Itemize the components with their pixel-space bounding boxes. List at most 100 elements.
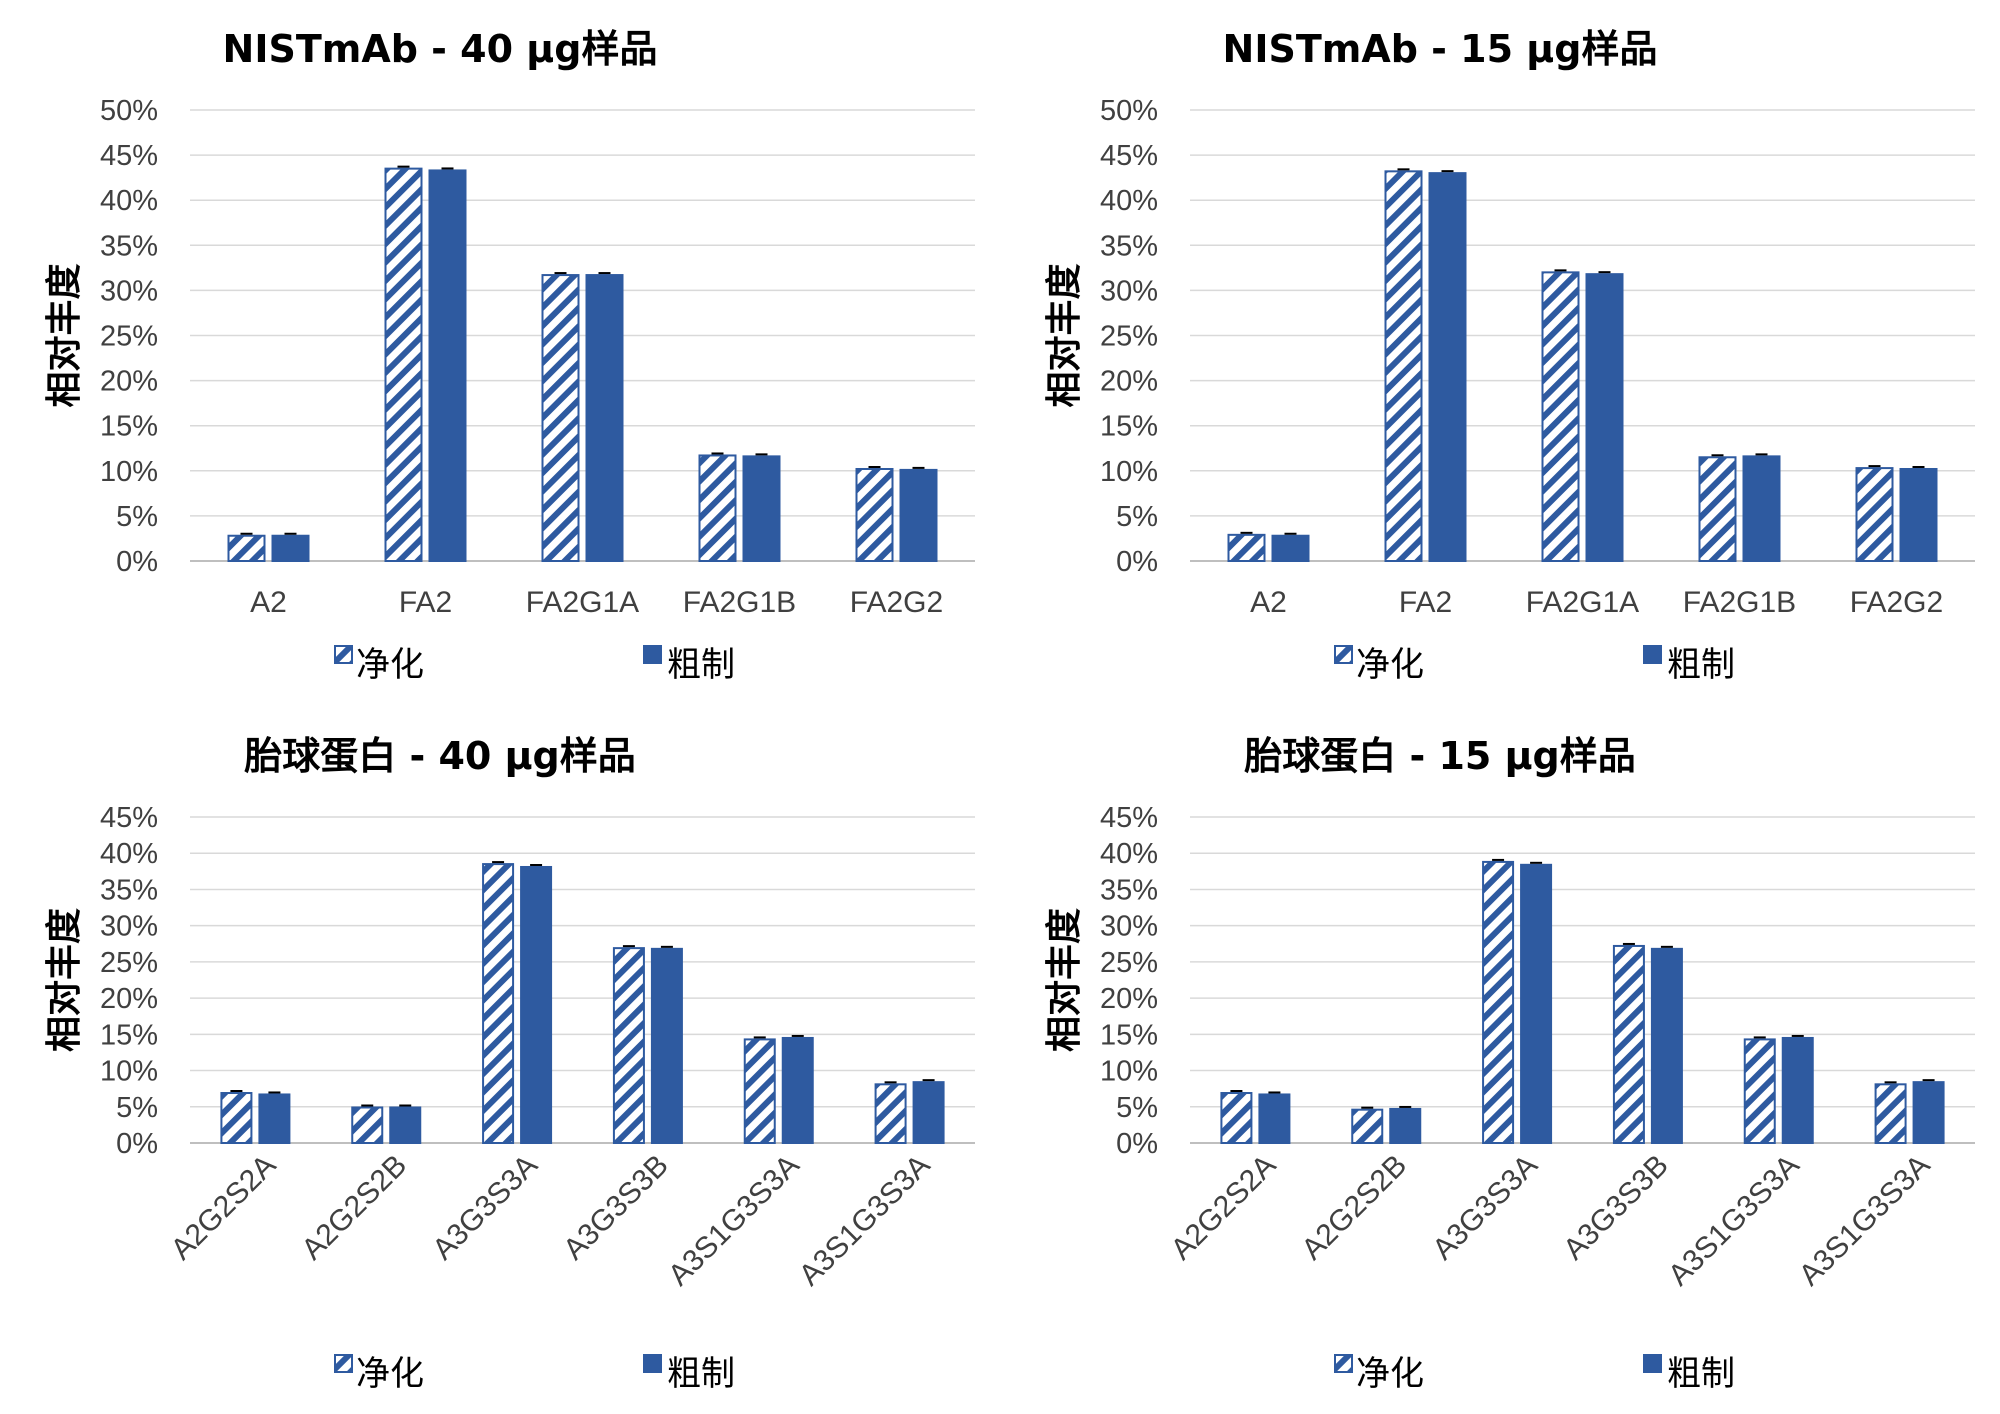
bar-purified xyxy=(743,1038,776,1145)
bar-crude xyxy=(1520,863,1553,1145)
y-tick-label: 50% xyxy=(100,95,158,127)
bar-crude xyxy=(742,455,781,563)
x-tick-label: FA2G1A xyxy=(1526,586,1639,619)
bar-crude xyxy=(1899,467,1938,562)
y-axis-label: 相对丰度 xyxy=(1044,908,1085,1052)
x-tick-label: FA2G2 xyxy=(1850,586,1943,619)
y-tick-label: 0% xyxy=(1116,546,1158,578)
bar-purified xyxy=(220,1092,253,1145)
legend-label-crude: 粗制 xyxy=(667,1354,735,1394)
bar-purified xyxy=(1227,533,1266,562)
y-tick-label: 20% xyxy=(1100,983,1158,1015)
y-tick-label: 30% xyxy=(1100,275,1158,307)
x-tick-label: A2G2S2B xyxy=(296,1149,414,1267)
bar-purified xyxy=(1220,1092,1253,1145)
bar-purified xyxy=(351,1106,384,1145)
legend: 净化 粗制 xyxy=(334,645,735,685)
y-tick-label: 35% xyxy=(100,230,158,262)
bar-purified xyxy=(855,467,894,562)
y-tick-label: 5% xyxy=(1116,1092,1158,1124)
y-tick-label: 5% xyxy=(116,1092,158,1124)
y-tick-label: 10% xyxy=(1100,456,1158,488)
y-tick-label: 15% xyxy=(1100,411,1158,443)
legend-swatch-crude xyxy=(643,645,662,664)
chart-title: 胎球蛋白 - 40 µg样品 xyxy=(244,734,636,778)
y-axis-label: 相对丰度 xyxy=(1044,263,1085,407)
y-tick-label: 0% xyxy=(116,1128,158,1160)
bar-purified xyxy=(698,454,737,562)
chart-title: 胎球蛋白 - 15 µg样品 xyxy=(1244,734,1636,778)
legend: 净化 粗制 xyxy=(1334,1354,1735,1394)
bar-purified xyxy=(874,1083,907,1145)
bar-crude xyxy=(258,1093,291,1144)
y-tick-label: 20% xyxy=(1100,366,1158,398)
x-tick-label: A2G2S2B xyxy=(1296,1149,1414,1267)
x-tick-label: A3G3S3B xyxy=(1557,1149,1675,1267)
y-tick-label: 15% xyxy=(100,411,158,443)
x-tick-label: A3G3S3B xyxy=(557,1149,675,1267)
y-tick-label: 35% xyxy=(1100,230,1158,262)
bar-crude xyxy=(899,468,938,563)
bar-crude xyxy=(1781,1036,1814,1145)
bar-crude xyxy=(1389,1107,1422,1144)
y-tick-label: 40% xyxy=(100,185,158,217)
x-tick-label: A2 xyxy=(1250,586,1287,619)
y-tick-label: 10% xyxy=(100,1056,158,1088)
y-tick-label: 10% xyxy=(100,456,158,488)
bar-crude xyxy=(271,534,310,563)
bar-purified xyxy=(1482,860,1515,1144)
bar-crude xyxy=(781,1036,814,1145)
y-tick-label: 50% xyxy=(1100,95,1158,127)
bar-crude xyxy=(428,169,467,563)
legend-swatch-crude xyxy=(1643,645,1662,664)
y-axis-label: 相对丰度 xyxy=(44,908,85,1052)
x-tick-label: FA2G1B xyxy=(1683,586,1796,619)
y-tick-label: 45% xyxy=(100,140,158,172)
x-tick-label: FA2 xyxy=(1399,586,1452,619)
y-tick-label: 40% xyxy=(1100,185,1158,217)
x-tick-label: A2G2S2A xyxy=(1165,1149,1283,1267)
chart-title: NISTmAb - 40 µg样品 xyxy=(223,27,658,71)
bar-purified xyxy=(1874,1083,1907,1145)
y-tick-label: 45% xyxy=(100,802,158,834)
legend-label-crude: 粗制 xyxy=(1667,1354,1735,1394)
x-tick-label: FA2G2 xyxy=(850,586,943,619)
bar-crude xyxy=(520,865,553,1144)
y-tick-label: 5% xyxy=(1116,501,1158,533)
x-tick-label: FA2G1B xyxy=(683,586,796,619)
y-tick-label: 25% xyxy=(100,321,158,353)
legend-swatch-purified xyxy=(334,645,353,664)
bar-crude xyxy=(1912,1081,1945,1144)
chart-nistmab-15: NISTmAb - 15 µg样品 相对丰度 0% 5% 10% 15% 20% 25% 30%… xyxy=(1000,0,2000,707)
legend-swatch-purified xyxy=(1334,645,1353,664)
bar-crude xyxy=(1271,534,1310,563)
y-tick-label: 5% xyxy=(116,501,158,533)
legend: 净化 粗制 xyxy=(334,1354,735,1394)
bar-purified xyxy=(1541,271,1580,562)
bar-purified xyxy=(227,534,266,563)
y-tick-label: 30% xyxy=(100,275,158,307)
x-tick-label: A2 xyxy=(250,586,287,619)
y-tick-label: 35% xyxy=(100,874,158,906)
bar-purified xyxy=(1743,1038,1776,1145)
bar-purified xyxy=(1384,170,1423,562)
bar-purified xyxy=(384,167,423,562)
legend-swatch-purified xyxy=(1334,1354,1353,1373)
y-tick-label: 35% xyxy=(1100,874,1158,906)
x-tick-label: A3S1G3S3A xyxy=(662,1149,806,1293)
bar-crude xyxy=(1585,273,1624,562)
bar-crude xyxy=(1258,1093,1291,1144)
legend-swatch-crude xyxy=(1643,1354,1662,1373)
x-tick-label: A3G3S3A xyxy=(426,1149,544,1267)
y-tick-label: 0% xyxy=(1116,1128,1158,1160)
bar-crude xyxy=(1650,947,1683,1144)
bar-crude xyxy=(650,947,683,1144)
legend: 净化 粗制 xyxy=(1334,645,1735,685)
y-tick-label: 40% xyxy=(100,838,158,870)
y-tick-label: 45% xyxy=(1100,140,1158,172)
bar-purified xyxy=(541,274,580,562)
y-tick-label: 20% xyxy=(100,983,158,1015)
legend-label-crude: 粗制 xyxy=(667,645,735,685)
